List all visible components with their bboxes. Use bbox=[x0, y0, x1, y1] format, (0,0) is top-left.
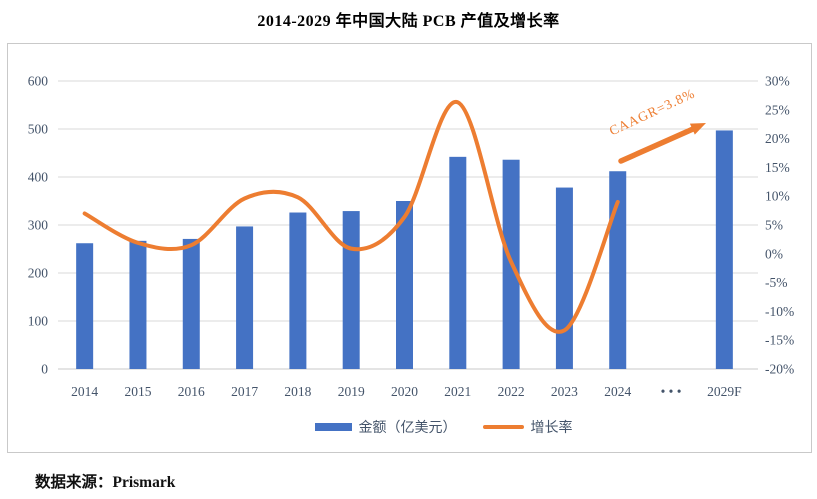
legend-bar-swatch bbox=[314, 423, 352, 431]
chart-legend: 金额（亿美元） 增长率 bbox=[42, 417, 817, 437]
y-axis-left-tick-label: 100 bbox=[28, 314, 49, 329]
legend-line-swatch bbox=[482, 425, 524, 429]
legend-item-growth: 增长率 bbox=[482, 417, 573, 437]
bar-2021 bbox=[449, 156, 467, 369]
cagr-arrow-shaft bbox=[618, 126, 696, 164]
x-axis-category-label: • • • bbox=[661, 384, 682, 399]
y-axis-right-tick-label: 10% bbox=[765, 189, 790, 204]
x-axis-category-label: 2020 bbox=[391, 384, 418, 399]
y-axis-right-tick-label: 0% bbox=[765, 246, 783, 261]
bar-2014 bbox=[76, 243, 94, 369]
data-source-caption: 数据来源：Prismark bbox=[35, 474, 176, 491]
x-axis-category-label: 2029F bbox=[707, 384, 742, 399]
bar-2020 bbox=[396, 201, 413, 369]
bar-2029F bbox=[715, 130, 733, 369]
y-axis-right-tick-label: 25% bbox=[765, 102, 790, 117]
x-axis-category-label: 2021 bbox=[444, 384, 471, 399]
growth-rate-line bbox=[82, 100, 620, 334]
y-axis-right-tick-label: -15% bbox=[765, 333, 794, 348]
x-axis-category-label: 2022 bbox=[498, 384, 525, 399]
chart-title: 2014-2029 年中国大陆 PCB 产值及增长率 bbox=[257, 13, 560, 30]
bar-2019 bbox=[342, 211, 360, 369]
x-axis-category-label: 2024 bbox=[604, 384, 631, 399]
legend-item-amount: 金额（亿美元） bbox=[314, 417, 457, 437]
chart-svg: 600 500 400 300 200 100 0 30% 25% 20% 15% 10% 5% 0% -5… bbox=[28, 74, 795, 400]
y-axis-left-tick-label: 600 bbox=[28, 74, 49, 89]
y-axis-left-tick-label: 0 bbox=[41, 362, 48, 377]
bar-2017 bbox=[236, 226, 254, 369]
x-axis-category-label: 2016 bbox=[178, 384, 205, 399]
y-axis-right-tick-label: -20% bbox=[765, 362, 794, 377]
y-axis-right-tick-label: 30% bbox=[765, 74, 790, 89]
legend-bar-label: 金额（亿美元） bbox=[358, 421, 457, 436]
x-axis-category-label: 2023 bbox=[551, 384, 578, 399]
y-axis-left-tick-label: 200 bbox=[28, 266, 49, 281]
x-axis-category-label: 2018 bbox=[284, 384, 311, 399]
legend-line-label: 增长率 bbox=[530, 421, 573, 436]
y-axis-right-tick-label: 20% bbox=[765, 131, 790, 146]
cagr-arrow-head bbox=[689, 123, 706, 135]
x-axis-category-label: 2014 bbox=[71, 384, 98, 399]
y-axis-right-tick-label: 5% bbox=[765, 218, 783, 233]
bar-2016 bbox=[182, 238, 200, 369]
bar-2018 bbox=[289, 212, 307, 369]
x-axis-category-label: 2015 bbox=[124, 384, 151, 399]
x-axis-category-label: 2019 bbox=[338, 384, 365, 399]
y-axis-left-tick-label: 300 bbox=[28, 218, 49, 233]
bar-2015 bbox=[129, 240, 147, 369]
y-axis-right-tick-label: 15% bbox=[765, 160, 790, 175]
bar-2024 bbox=[609, 171, 627, 369]
bar-2023 bbox=[555, 187, 573, 369]
y-axis-left-tick-label: 400 bbox=[28, 170, 49, 185]
y-axis-right-tick-label: -10% bbox=[765, 304, 794, 319]
y-axis-left-tick-label: 500 bbox=[28, 122, 49, 137]
x-axis-category-label: 2017 bbox=[231, 384, 258, 399]
y-axis-right-tick-label: -5% bbox=[765, 275, 788, 290]
chart-container: 600 500 400 300 200 100 0 30% 25% 20% 15% 10% 5% 0% -5… bbox=[7, 43, 812, 453]
